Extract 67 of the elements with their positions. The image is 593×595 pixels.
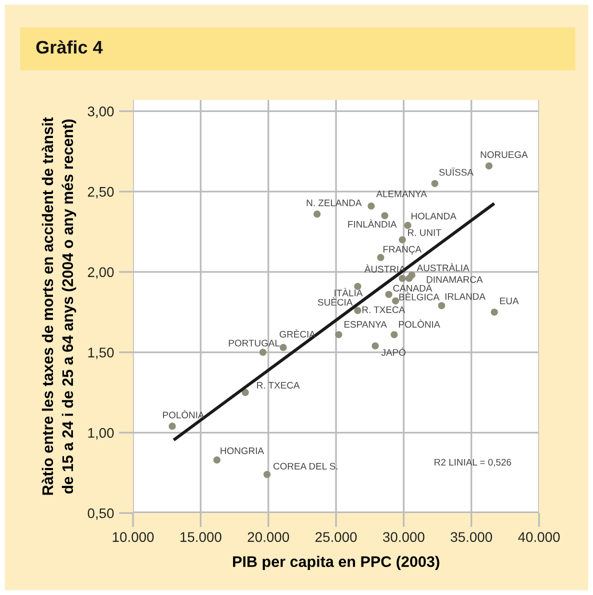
- annotation: AUSTRÀLIA: [416, 262, 470, 272]
- annotation: R2 LINIAL = 0,526: [434, 458, 512, 467]
- point: [259, 348, 266, 356]
- point: [168, 422, 176, 430]
- point: [390, 331, 398, 338]
- x-tick-label: 30.000: [382, 532, 424, 542]
- point: [490, 308, 498, 316]
- point: [385, 290, 392, 298]
- point: [372, 342, 379, 350]
- annotation: HONGRIA: [220, 447, 264, 454]
- point: [368, 202, 375, 210]
- x-tick-label: 20.000: [248, 532, 290, 542]
- point: [314, 210, 321, 218]
- point: [398, 274, 406, 282]
- point: [381, 212, 388, 220]
- annotation: CANADÀ: [393, 283, 432, 292]
- point: [398, 236, 406, 244]
- annotation: NORUEGA: [480, 151, 528, 158]
- y-tick-label: 1,00: [88, 428, 114, 440]
- annotation: R. UNIT: [408, 229, 442, 236]
- point: [335, 331, 342, 338]
- y-axis-title: Ràtio entre les taxes de morts en accident de trànsit de 15 a 24 i de 25 a 64 anys (2004 o any més recent): [42, 117, 76, 495]
- y-tick-label: 0,50: [88, 508, 114, 520]
- point: [213, 456, 220, 464]
- annotation: IRLANDA: [445, 293, 486, 300]
- annotation: FRANÇA: [383, 246, 422, 254]
- point: [406, 274, 413, 282]
- point: [485, 162, 492, 170]
- x-tick-label: 10.000: [112, 532, 154, 542]
- point: [242, 388, 249, 396]
- annotation: GRÈCIA: [280, 329, 316, 338]
- y-tick-label: 2,50: [88, 186, 114, 198]
- annotation: POLÒNIA: [398, 319, 440, 328]
- y-tick-label: 2,00: [88, 267, 114, 279]
- point: [431, 180, 438, 188]
- annotation: SUÈCIA: [318, 297, 353, 306]
- annotation: R. TXECA: [362, 306, 406, 314]
- point: [404, 222, 412, 229]
- annotation: FINLÀNDIA: [348, 219, 397, 228]
- y-tick-label: 1,50: [88, 348, 114, 360]
- annotation: BÈLGICA: [399, 292, 440, 300]
- y-tick-label: 3,00: [88, 106, 114, 118]
- point: [263, 470, 271, 478]
- annotation: DINAMARCA: [426, 276, 483, 283]
- x-tick-label: 15.000: [180, 532, 222, 542]
- x-tick-label: 35.000: [450, 532, 492, 542]
- annotation: COREA DEL S.: [273, 462, 338, 470]
- annotation: JAPÓ: [381, 348, 406, 356]
- x-tick-label: 25.000: [315, 532, 357, 542]
- chart-title: Gràfic 4: [36, 40, 103, 54]
- annotation: ALEMANYA: [376, 190, 427, 198]
- point: [354, 306, 362, 314]
- annotation: ESPANYA: [344, 321, 387, 328]
- annotation: POLÒNIA: [163, 410, 204, 418]
- annotation: EUA: [500, 298, 519, 304]
- annotation: R. TXECA: [257, 382, 300, 389]
- annotation: SUÏSSA: [439, 168, 474, 176]
- annotation: PORTUGAL: [228, 340, 280, 346]
- point: [438, 302, 446, 310]
- point: [377, 254, 384, 262]
- annotation: N. ZELANDA: [306, 200, 362, 206]
- x-axis-title: PIB per capita en PPC (2003): [233, 556, 440, 570]
- point: [280, 344, 287, 352]
- annotation: ITÀLIA: [334, 288, 363, 296]
- point: [392, 297, 400, 304]
- x-tick-label: 40.000: [518, 532, 560, 542]
- annotation: HOLANDA: [412, 212, 456, 220]
